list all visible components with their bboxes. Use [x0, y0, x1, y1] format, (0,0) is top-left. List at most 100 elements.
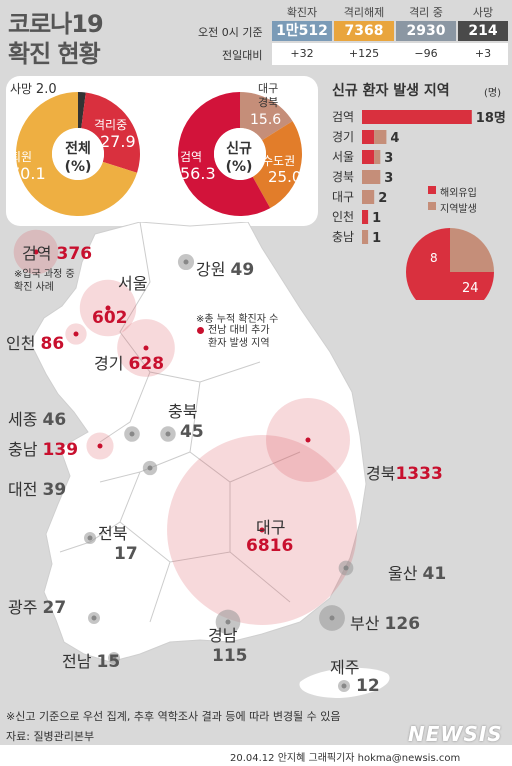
region-gyeongbuk: 경북1333: [366, 464, 443, 484]
quarantine-share: 56.3: [180, 164, 216, 183]
bubble-dot-12: [343, 565, 349, 571]
region-seoul-value: 602: [92, 308, 128, 328]
slice-quarantine: [178, 92, 271, 217]
bar-overseas-5: [362, 210, 369, 224]
bar-label-2: 서울: [332, 150, 354, 164]
bar-value-5: 1: [372, 211, 381, 226]
col-confirmed-label: 확진자: [286, 6, 318, 19]
footer-note: ※신고 기준으로 우선 집계, 추후 역학조사 결과 등에 따라 변경될 수 있…: [6, 710, 341, 723]
bubble-dot-16: [111, 655, 117, 661]
region-gyeongnam-name: 경남: [208, 626, 238, 645]
legend-overseas-label: 해외유입: [440, 188, 477, 199]
footer-bar: [0, 745, 512, 766]
newsis-logo: NEWSIS: [408, 722, 503, 746]
footer-source: 자료: 질병관리본부: [6, 730, 95, 743]
bar-local-4: [362, 190, 375, 204]
metro-label: 수도권: [262, 154, 296, 168]
region-incheon: 인천 86: [6, 334, 65, 354]
slice-metro: [252, 121, 302, 209]
region-quarantine: 검역 376: [22, 244, 93, 264]
deaths-delta: +3: [474, 47, 492, 60]
bar-local-3: [362, 170, 381, 184]
region-chungbuk-value: 45: [180, 422, 204, 442]
released-delta: +125: [348, 47, 380, 60]
region-gwangju: 광주 27: [8, 598, 67, 618]
bar-local-1: [374, 130, 387, 144]
map-note-total: ※총 누적 확진자 수: [196, 314, 279, 325]
region-jeonnam: 전남 15: [62, 652, 121, 672]
overseas-local-pie: 8 24: [406, 228, 494, 300]
delta-row-bg: [272, 43, 508, 65]
bubble-dot-15: [225, 619, 231, 625]
region-seoul-name: 서울: [118, 274, 148, 293]
region-jeju-name: 제주: [330, 658, 360, 677]
region-daegu-name: 대구: [256, 518, 286, 537]
isolating-share: 27.9: [100, 132, 136, 151]
bubble-dot-6: [165, 431, 171, 437]
donut-hole: [214, 128, 266, 180]
bubble-dot-5: [129, 431, 135, 437]
quarantine-label: 검역: [180, 150, 203, 164]
col-isolating-label: 격리 중: [409, 6, 443, 19]
pie-local-value: 8: [430, 251, 438, 265]
legend-overseas-swatch: [428, 186, 436, 194]
legend-local-swatch: [428, 202, 436, 210]
slice-daegu-gyeongbuk: [240, 92, 293, 141]
released-share: 70.1: [10, 164, 46, 183]
bar-overseas-0: [362, 110, 472, 124]
bar-value-3: 3: [384, 171, 393, 186]
bar-local-6: [362, 230, 369, 244]
new-donut-center: 신규 (%): [225, 141, 253, 175]
map-bubbles: [13, 229, 357, 692]
daegu-label: 대구 경북: [258, 82, 279, 109]
death-label: 사망 2.0: [10, 82, 57, 97]
basis-label: 오전 0시 기준: [198, 26, 263, 39]
isolating-value: 2930: [396, 21, 456, 41]
bar-value-0: 18명: [476, 110, 506, 126]
region-jeonbuk-value: 17: [114, 544, 138, 564]
bubble-dot-11: [259, 527, 265, 533]
province-borders: [59, 222, 301, 623]
bubble-dot-4: [183, 259, 189, 265]
donut-charts: [15, 92, 302, 217]
bar-label-0: 검역: [332, 110, 354, 124]
bubble-dot-3: [143, 345, 149, 351]
bubble-dot-0: [33, 249, 39, 255]
map-note-extra: 전남 대비 추가 환자 발생 지역: [208, 325, 270, 349]
deaths-value: 214: [458, 21, 508, 41]
legend-dot-red: [197, 327, 204, 334]
bubble-dot-17: [341, 683, 347, 689]
region-daegu-value: 6816: [246, 536, 294, 556]
title-line2: 확진 현황: [8, 40, 101, 68]
col-released-label: 격리해제: [343, 6, 385, 19]
quarantine-note: ※입국 과정 중 확진 사례: [14, 269, 75, 293]
bar-label-4: 대구: [332, 190, 354, 204]
region-ulsan: 울산 41: [388, 564, 447, 584]
bar-label-6: 충남: [332, 230, 354, 244]
bubble-dot-7: [97, 443, 103, 449]
metro-share: 25.0: [268, 168, 302, 186]
isolating-delta: −96: [414, 47, 438, 60]
bubble-dot-8: [147, 465, 153, 471]
region-gyeonggi: 경기 628: [94, 354, 165, 374]
daegu-share: 15.6: [250, 112, 282, 128]
bar-label-3: 경북: [332, 170, 354, 184]
released-label: 퇴원: [10, 150, 33, 164]
bubble-dot-1: [105, 305, 111, 311]
region-chungnam: 충남 139: [8, 440, 79, 460]
region-chungbuk-name: 충북: [168, 402, 198, 421]
bubble-dot-13: [91, 615, 97, 621]
col-deaths-label: 사망: [472, 6, 494, 19]
bar-value-2: 3: [384, 151, 393, 166]
donut-hole: [52, 128, 104, 180]
title-line1: 코로나19: [8, 10, 104, 38]
donut-new: [178, 92, 302, 217]
bubble-dot-10: [87, 535, 93, 541]
region-sejong: 세종 46: [8, 410, 67, 430]
pie-local: [450, 228, 494, 272]
bar-panel-title: 신규 환자 발생 지역: [332, 83, 450, 99]
region-gangwon: 강원 49: [196, 260, 255, 280]
slice-isolating: [81, 92, 140, 173]
bar-label-5: 인천: [332, 209, 354, 224]
